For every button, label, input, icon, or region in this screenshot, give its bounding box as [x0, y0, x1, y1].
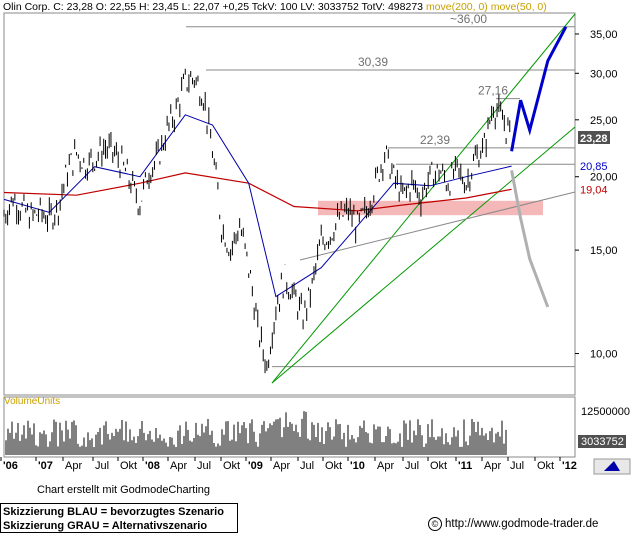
- x-tick-label: '07: [38, 460, 53, 472]
- level-annotation: 22,39: [420, 133, 450, 147]
- x-tick-label: Jul: [405, 460, 419, 472]
- chart-credit: Chart erstellt mit GodmodeCharting: [37, 484, 211, 496]
- channel-lower-line: [271, 126, 576, 384]
- y-tick-label: 25,00: [590, 115, 618, 127]
- x-tick-label: Apr: [273, 460, 290, 472]
- grey-scenario-path: [510, 170, 550, 308]
- x-tick-label: Okt: [223, 460, 240, 472]
- url-text[interactable]: http://www.godmode-trader.de: [445, 518, 599, 530]
- x-tick-label: Apr: [170, 460, 187, 472]
- level-annotation: ~36,00: [450, 12, 487, 26]
- price-tags: 23,28 20,85 19,04: [578, 130, 610, 196]
- x-tick-label: Jul: [95, 460, 109, 472]
- level-annotation: 30,39: [358, 55, 388, 69]
- ma50-line: [3, 114, 512, 298]
- level-annotations: ~36,00 30,39 27,16 22,39: [358, 12, 508, 147]
- volume-panel: [3, 396, 576, 458]
- price-tag-label: 23,28: [580, 133, 608, 145]
- x-tick-label: Apr: [65, 460, 82, 472]
- ohlc-readout: C: 23,28 O: 22,55 H: 23,45 L: 22,07 +0,2…: [53, 1, 424, 13]
- legend-blue: Skizzierung BLAU = bevorzugtes Szenario: [3, 506, 224, 518]
- channel-upper-line: [271, 13, 576, 384]
- x-axis: '06 '07 Apr Jul Okt '08 Apr Jul Okt '09 Apr Jul Okt '…: [0, 457, 577, 472]
- x-tick-label: Okt: [325, 460, 342, 472]
- y-tick-label: 20,00: [590, 172, 618, 184]
- price-tag-label: 19,04: [580, 184, 608, 196]
- x-tick-label: '06: [3, 460, 18, 472]
- blue-scenario: [510, 26, 568, 152]
- volume-bars: [5, 411, 507, 455]
- price-panel: [3, 12, 576, 396]
- ma200-path: [3, 172, 512, 212]
- ma50-path: [3, 114, 512, 298]
- volume-tick-label: 12500000: [581, 406, 630, 418]
- volume-axis: 12500000 3033752: [578, 406, 630, 448]
- support-zone-rect: [318, 200, 543, 216]
- copyright-icon: ©: [428, 517, 442, 531]
- y-tick-label: 30,00: [590, 68, 618, 80]
- chart-header: Olin Corp. C: 23,28 O: 22,55 H: 23,45 L:…: [3, 1, 547, 13]
- volume-label: VolumeUnits: [4, 396, 61, 407]
- trend-channel: [271, 13, 576, 384]
- indicator-list: move(200, 0) move(50, 0): [425, 1, 547, 13]
- x-tick-label: Jul: [510, 460, 524, 472]
- legend-grey: Skizzierung GRAU = Alternativszenario: [3, 520, 208, 532]
- y-axis: 10,00 15,00 20,00 25,00 30,00 35,00: [575, 29, 618, 361]
- scroll-arrow-icon[interactable]: [593, 458, 631, 475]
- x-tick-label: Apr: [377, 460, 394, 472]
- x-tick-label: Okt: [430, 460, 447, 472]
- y-tick-label: 10,00: [590, 349, 618, 361]
- price-tag-box: [578, 130, 610, 144]
- volume-tick-label: 3033752: [581, 436, 624, 448]
- trend-line: [299, 191, 576, 261]
- source-url[interactable]: © http://www.godmode-trader.de: [428, 517, 598, 531]
- y-tick-label: 15,00: [590, 245, 618, 257]
- x-tick-label: Apr: [484, 460, 501, 472]
- x-tick-label: '11: [458, 460, 472, 472]
- scenario-legend: Skizzierung BLAU = bevorzugtes Szenario …: [0, 503, 238, 533]
- x-tick-label: Jul: [300, 460, 314, 472]
- x-tick-label: '12: [562, 460, 577, 472]
- x-tick-label: '09: [248, 460, 263, 472]
- x-tick-label: Okt: [537, 460, 554, 472]
- price-tag-box: [578, 182, 610, 196]
- ma200-line: [3, 172, 512, 212]
- instrument-name: Olin Corp.: [3, 1, 51, 13]
- x-tick-label: '10: [350, 460, 365, 472]
- price-tag-box: [578, 159, 610, 173]
- blue-scenario-path: [510, 26, 568, 152]
- x-tick-label: '08: [145, 460, 160, 472]
- support-zone: [318, 200, 543, 216]
- volume-tag-box: [578, 435, 626, 448]
- x-tick-label: Okt: [120, 460, 137, 472]
- level-annotation: 27,16: [478, 84, 508, 98]
- x-tick-label: Jul: [197, 460, 211, 472]
- grey-scenario: [510, 170, 550, 308]
- horizontal-level-lines: [186, 26, 575, 368]
- price-tag-label: 20,85: [580, 161, 608, 173]
- price-bars: [3, 68, 511, 374]
- y-tick-label: 35,00: [590, 29, 618, 41]
